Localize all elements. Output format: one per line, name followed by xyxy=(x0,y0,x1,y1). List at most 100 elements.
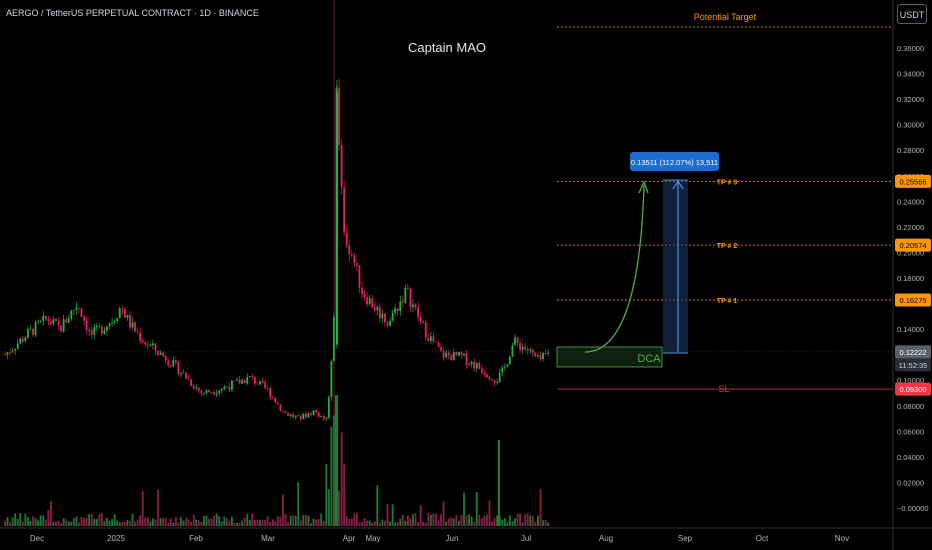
time-axis[interactable]: Dec 2025 Feb Mar Apr May Jun Jul Aug Sep Oct Nov xyxy=(0,527,932,543)
candle-body xyxy=(159,352,162,355)
currency-button[interactable]: USDT xyxy=(897,4,927,24)
volume-bar xyxy=(468,514,470,526)
candle-body xyxy=(432,336,435,342)
volume-bar xyxy=(116,520,119,526)
candle-body xyxy=(447,352,450,356)
candle-body xyxy=(417,307,419,318)
candle-body xyxy=(534,352,537,357)
candle-body xyxy=(547,353,550,354)
candle-body xyxy=(32,328,34,335)
volume-bar xyxy=(363,518,366,526)
candle-body xyxy=(384,313,386,323)
volume-bar xyxy=(90,513,93,526)
volume-bar xyxy=(320,513,323,526)
y-tick-label: 0.22000 xyxy=(897,223,924,232)
y-tick-label: 0.14000 xyxy=(897,325,924,334)
volume-bar xyxy=(6,517,9,526)
volume-bar xyxy=(307,515,310,526)
volume-bar xyxy=(185,518,187,526)
candle-body xyxy=(496,381,499,383)
current-badge xyxy=(895,345,931,359)
volume-bar xyxy=(37,520,40,526)
candle-body xyxy=(129,314,131,328)
volume-bar xyxy=(529,515,532,526)
candle-body xyxy=(218,390,221,394)
tp3-label: TP # 3 xyxy=(717,179,738,186)
volume-bar xyxy=(106,517,108,526)
candle-body xyxy=(394,308,397,313)
candle-body xyxy=(343,187,346,233)
candle-body xyxy=(330,361,333,398)
candle-body xyxy=(34,322,37,335)
candle-body xyxy=(368,298,371,305)
candle-body xyxy=(172,360,175,367)
countdown-badge-label: 11:52:35 xyxy=(899,361,928,370)
measure-tool[interactable]: 0.13511 (112.07%) 13,511 xyxy=(630,152,719,354)
candle-body xyxy=(108,323,111,327)
volume-bar xyxy=(284,513,287,526)
candle-body xyxy=(284,411,287,414)
candle-body xyxy=(44,315,47,320)
volume-bar xyxy=(381,519,384,526)
candle-body xyxy=(338,88,340,145)
volume-bar xyxy=(407,515,409,526)
volume-bar xyxy=(65,519,68,526)
candle-body xyxy=(435,341,437,343)
x-tick-label: Mar xyxy=(261,534,275,543)
volume-bar xyxy=(19,513,22,526)
volume-bar xyxy=(67,521,70,526)
candle-body xyxy=(450,355,453,361)
candle-body xyxy=(259,380,261,385)
tp2-badge-label: 0.20574 xyxy=(899,241,926,250)
dca-box xyxy=(556,346,663,368)
volume-bar xyxy=(27,516,29,526)
volume-bar xyxy=(103,520,106,526)
candle-body xyxy=(241,380,244,384)
candle-body xyxy=(136,331,139,333)
candle-body xyxy=(289,414,292,416)
candle-body xyxy=(427,337,430,341)
volume-bar xyxy=(315,519,317,526)
volume-bar xyxy=(391,504,394,526)
candle-body xyxy=(16,343,19,349)
volume-bar xyxy=(210,518,213,526)
candle-body xyxy=(208,390,210,393)
volume-bar xyxy=(228,520,231,526)
candle-body xyxy=(167,360,170,366)
measure-label-box xyxy=(630,152,719,171)
candle-body xyxy=(412,304,414,308)
candle-body xyxy=(404,287,407,303)
candle-body xyxy=(139,332,142,341)
candle-body xyxy=(192,385,195,389)
volume-bar xyxy=(386,503,389,526)
candle-body xyxy=(197,387,200,391)
candle-body xyxy=(131,322,134,328)
candle-body xyxy=(340,144,343,188)
candle-body xyxy=(292,414,295,418)
volume-bar xyxy=(297,482,300,526)
candle-body xyxy=(356,263,358,266)
volume-bar xyxy=(113,514,116,526)
volume-bar xyxy=(322,520,325,526)
volume-bar xyxy=(251,513,254,526)
volume-bar xyxy=(361,522,363,526)
dca-zone[interactable]: DCA xyxy=(556,346,663,368)
candle-body xyxy=(458,352,460,356)
candle-body xyxy=(391,312,394,321)
volume-bar xyxy=(164,518,167,526)
volume-bar xyxy=(101,513,103,526)
candle-body xyxy=(305,413,307,418)
candle-body xyxy=(401,301,404,303)
volume-bar xyxy=(312,518,315,526)
volume-bar xyxy=(338,490,340,526)
volume-bar xyxy=(396,521,399,526)
volume-bar xyxy=(547,522,550,526)
volume-bar xyxy=(16,518,19,526)
candle-body xyxy=(220,388,223,391)
tp3-badge xyxy=(895,174,931,188)
volume-bar xyxy=(24,513,27,526)
volume-bar xyxy=(373,521,376,526)
volume-bar xyxy=(180,517,182,526)
